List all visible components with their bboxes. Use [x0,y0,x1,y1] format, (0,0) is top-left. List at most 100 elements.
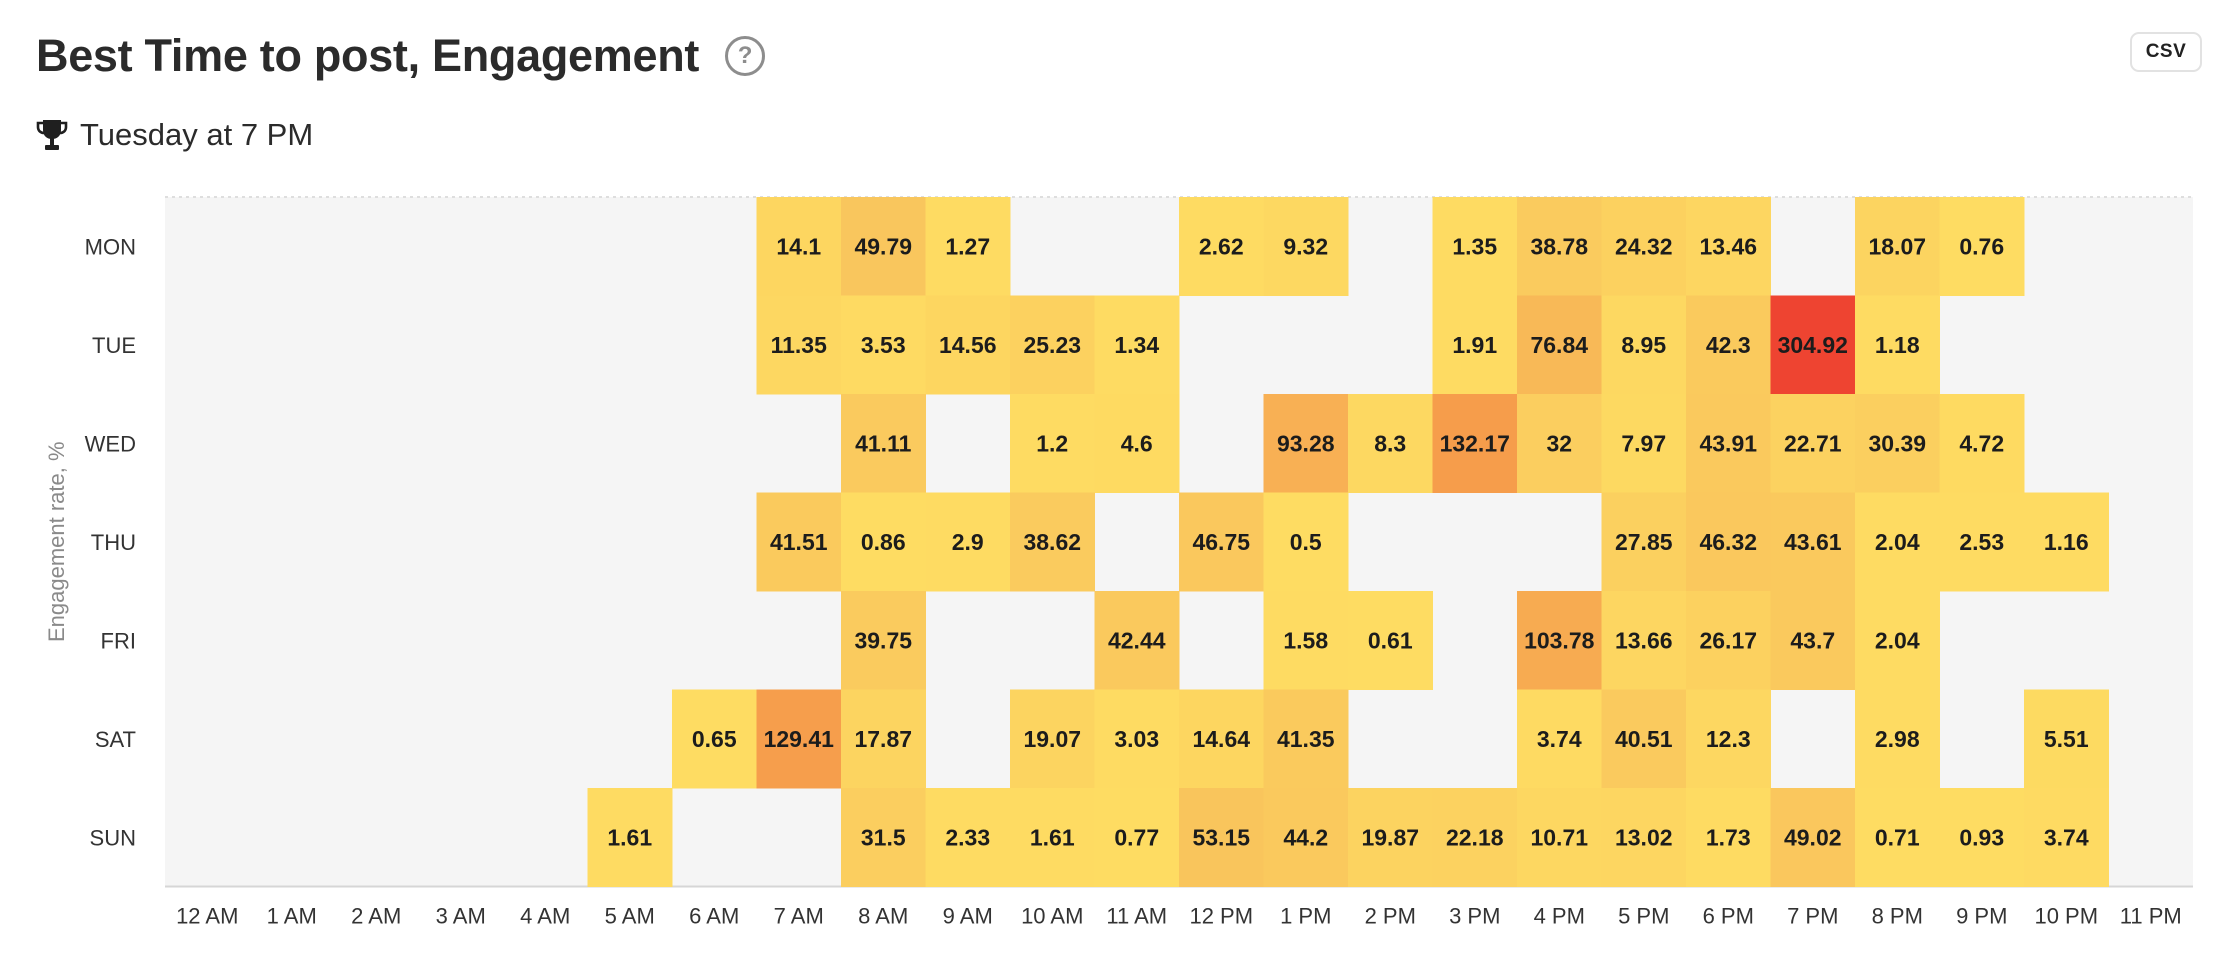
heatmap-cell-sat-1pm [1263,689,1349,789]
x-tick-label: 11 PM [2120,904,2182,929]
heatmap-cell-value: 19.87 [1361,824,1419,850]
heatmap-cell-mon-1pm [1263,197,1349,296]
heatmap-cell-sun-8pm [1855,788,1940,887]
heatmap-cell-value: 8.95 [1621,332,1666,358]
heatmap-cell-sat-10pm [2024,689,2109,789]
heatmap-cell-value: 8.3 [1374,430,1406,456]
heatmap-cell-value: 304.92 [1778,332,1848,358]
heatmap-cell-value: 13.02 [1615,824,1673,850]
x-tick-label: 11 AM [1106,904,1167,929]
heatmap-cell-value: 5.51 [2044,726,2089,752]
heatmap-cell-value: 0.71 [1875,824,1920,850]
heatmap-cell-sat-5pm [1601,689,1687,789]
heatmap-cell-tue-7am [756,295,842,395]
heatmap-cell-value: 46.75 [1192,529,1250,555]
heatmap-cell-value: 3.03 [1114,726,1159,752]
heatmap-cell-value: 31.5 [861,824,906,850]
chart-title-row: Best Time to post, Engagement ? [36,22,766,90]
heatmap-cell-value: 0.76 [1959,233,2004,259]
heatmap-cell-tue-11am [1094,295,1180,395]
heatmap-cell-thu-7pm [1770,492,1856,592]
heatmap-cell-value: 13.66 [1615,627,1673,653]
heatmap-cell-value: 43.61 [1784,529,1842,555]
heatmap-cell-value: 0.5 [1290,529,1322,555]
heatmap-cell-wed-8am [841,394,926,493]
heatmap-cell-fri-8pm [1855,591,1940,690]
heatmap-cell-tue-9am [925,295,1011,395]
heatmap-cell-value: 1.61 [607,824,652,850]
heatmap-cell-value: 2.62 [1199,233,1244,259]
heatmap-cell-sun-8am [841,788,926,887]
y-tick-label: FRI [101,628,136,653]
x-tick-label: 4 PM [1534,904,1585,929]
heatmap-cell-sat-6pm [1686,689,1771,789]
heatmap-cell-value: 32 [1546,430,1572,456]
heatmap-cell-value: 12.3 [1706,726,1751,752]
page-title: Best Time to post, Engagement [36,30,700,81]
heatmap-cell-value: 3.74 [2044,824,2089,850]
heatmap-cell-wed-9pm [1939,394,2025,493]
x-tick-label: 10 AM [1021,904,1083,929]
x-tick-label: 7 AM [774,904,824,929]
heatmap-cell-value: 49.02 [1784,824,1842,850]
heatmap-cell-sun-5am [587,788,673,887]
heatmap-cell-tue-5pm [1601,295,1687,395]
heatmap-cell-thu-10am [1010,492,1095,592]
heatmap-cell-value: 0.61 [1368,627,1413,653]
x-tick-label: 8 AM [858,904,908,929]
heatmap-cell-sun-1pm [1263,788,1349,887]
x-tick-label: 9 AM [943,904,993,929]
heatmap-cell-wed-3pm [1432,394,1518,493]
heatmap-cell-sat-10am [1010,689,1095,789]
heatmap-cell-thu-12pm [1179,492,1264,592]
heatmap-cell-mon-3pm [1432,197,1518,296]
heatmap-cell-fri-8am [841,591,926,690]
heatmap-cell-value: 24.32 [1615,233,1673,259]
heatmap-cell-value: 49.79 [854,233,912,259]
y-tick-label: MON [85,234,136,259]
heatmap-cell-value: 17.87 [854,726,912,752]
heatmap-cell-value: 40.51 [1615,726,1673,752]
heatmap-cell-value: 1.18 [1875,332,1920,358]
heatmap-cell-sun-6pm [1686,788,1771,887]
y-tick-label: WED [85,431,136,456]
heatmap-cell-thu-1pm [1263,492,1349,592]
heatmap-cell-value: 25.23 [1023,332,1081,358]
x-tick-label: 6 AM [689,904,739,929]
heatmap-cell-value: 1.27 [945,233,990,259]
heatmap-cell-value: 3.53 [861,332,906,358]
csv-export-button[interactable]: CSV [2130,32,2202,72]
x-tick-label: 7 PM [1787,904,1838,929]
heatmap-cell-value: 43.91 [1699,430,1757,456]
best-time-summary: Tuesday at 7 PM [36,112,313,158]
heatmap-cell-sat-7am [756,689,842,789]
x-tick-label: 2 PM [1365,904,1416,929]
heatmap-cell-value: 41.35 [1277,726,1335,752]
x-tick-label: 2 AM [351,904,401,929]
question-circle-icon[interactable]: ? [725,36,766,76]
y-tick-label: TUE [92,333,136,358]
heatmap-cell-value: 3.74 [1537,726,1582,752]
heatmap-cell-thu-8pm [1855,492,1940,592]
heatmap-cell-sun-12pm [1179,788,1264,887]
heatmap-cell-mon-7am [756,197,842,296]
x-tick-label: 1 PM [1280,904,1331,929]
heatmap-cell-wed-5pm [1601,394,1687,493]
heatmap-cell-mon-12pm [1179,197,1264,296]
y-tick-label: SAT [95,727,136,752]
heatmap-cell-value: 2.98 [1875,726,1920,752]
heatmap-cell-value: 14.64 [1192,726,1250,752]
heatmap-cell-value: 10.71 [1530,824,1588,850]
x-tick-label: 9 PM [1956,904,2007,929]
heatmap-cell-thu-5pm [1601,492,1687,592]
heatmap-cell-mon-4pm [1517,197,1602,296]
heatmap-cell-fri-6pm [1686,591,1771,690]
x-tick-label: 3 AM [436,904,486,929]
best-time-text: Tuesday at 7 PM [80,117,314,152]
x-tick-label: 6 PM [1703,904,1754,929]
heatmap-cell-value: 1.16 [2044,529,2089,555]
heatmap-cell-value: 2.53 [1959,529,2004,555]
x-tick-label: 8 PM [1872,904,1923,929]
heatmap-cell-value: 1.61 [1030,824,1075,850]
heatmap-cell-fri-4pm [1517,591,1602,690]
